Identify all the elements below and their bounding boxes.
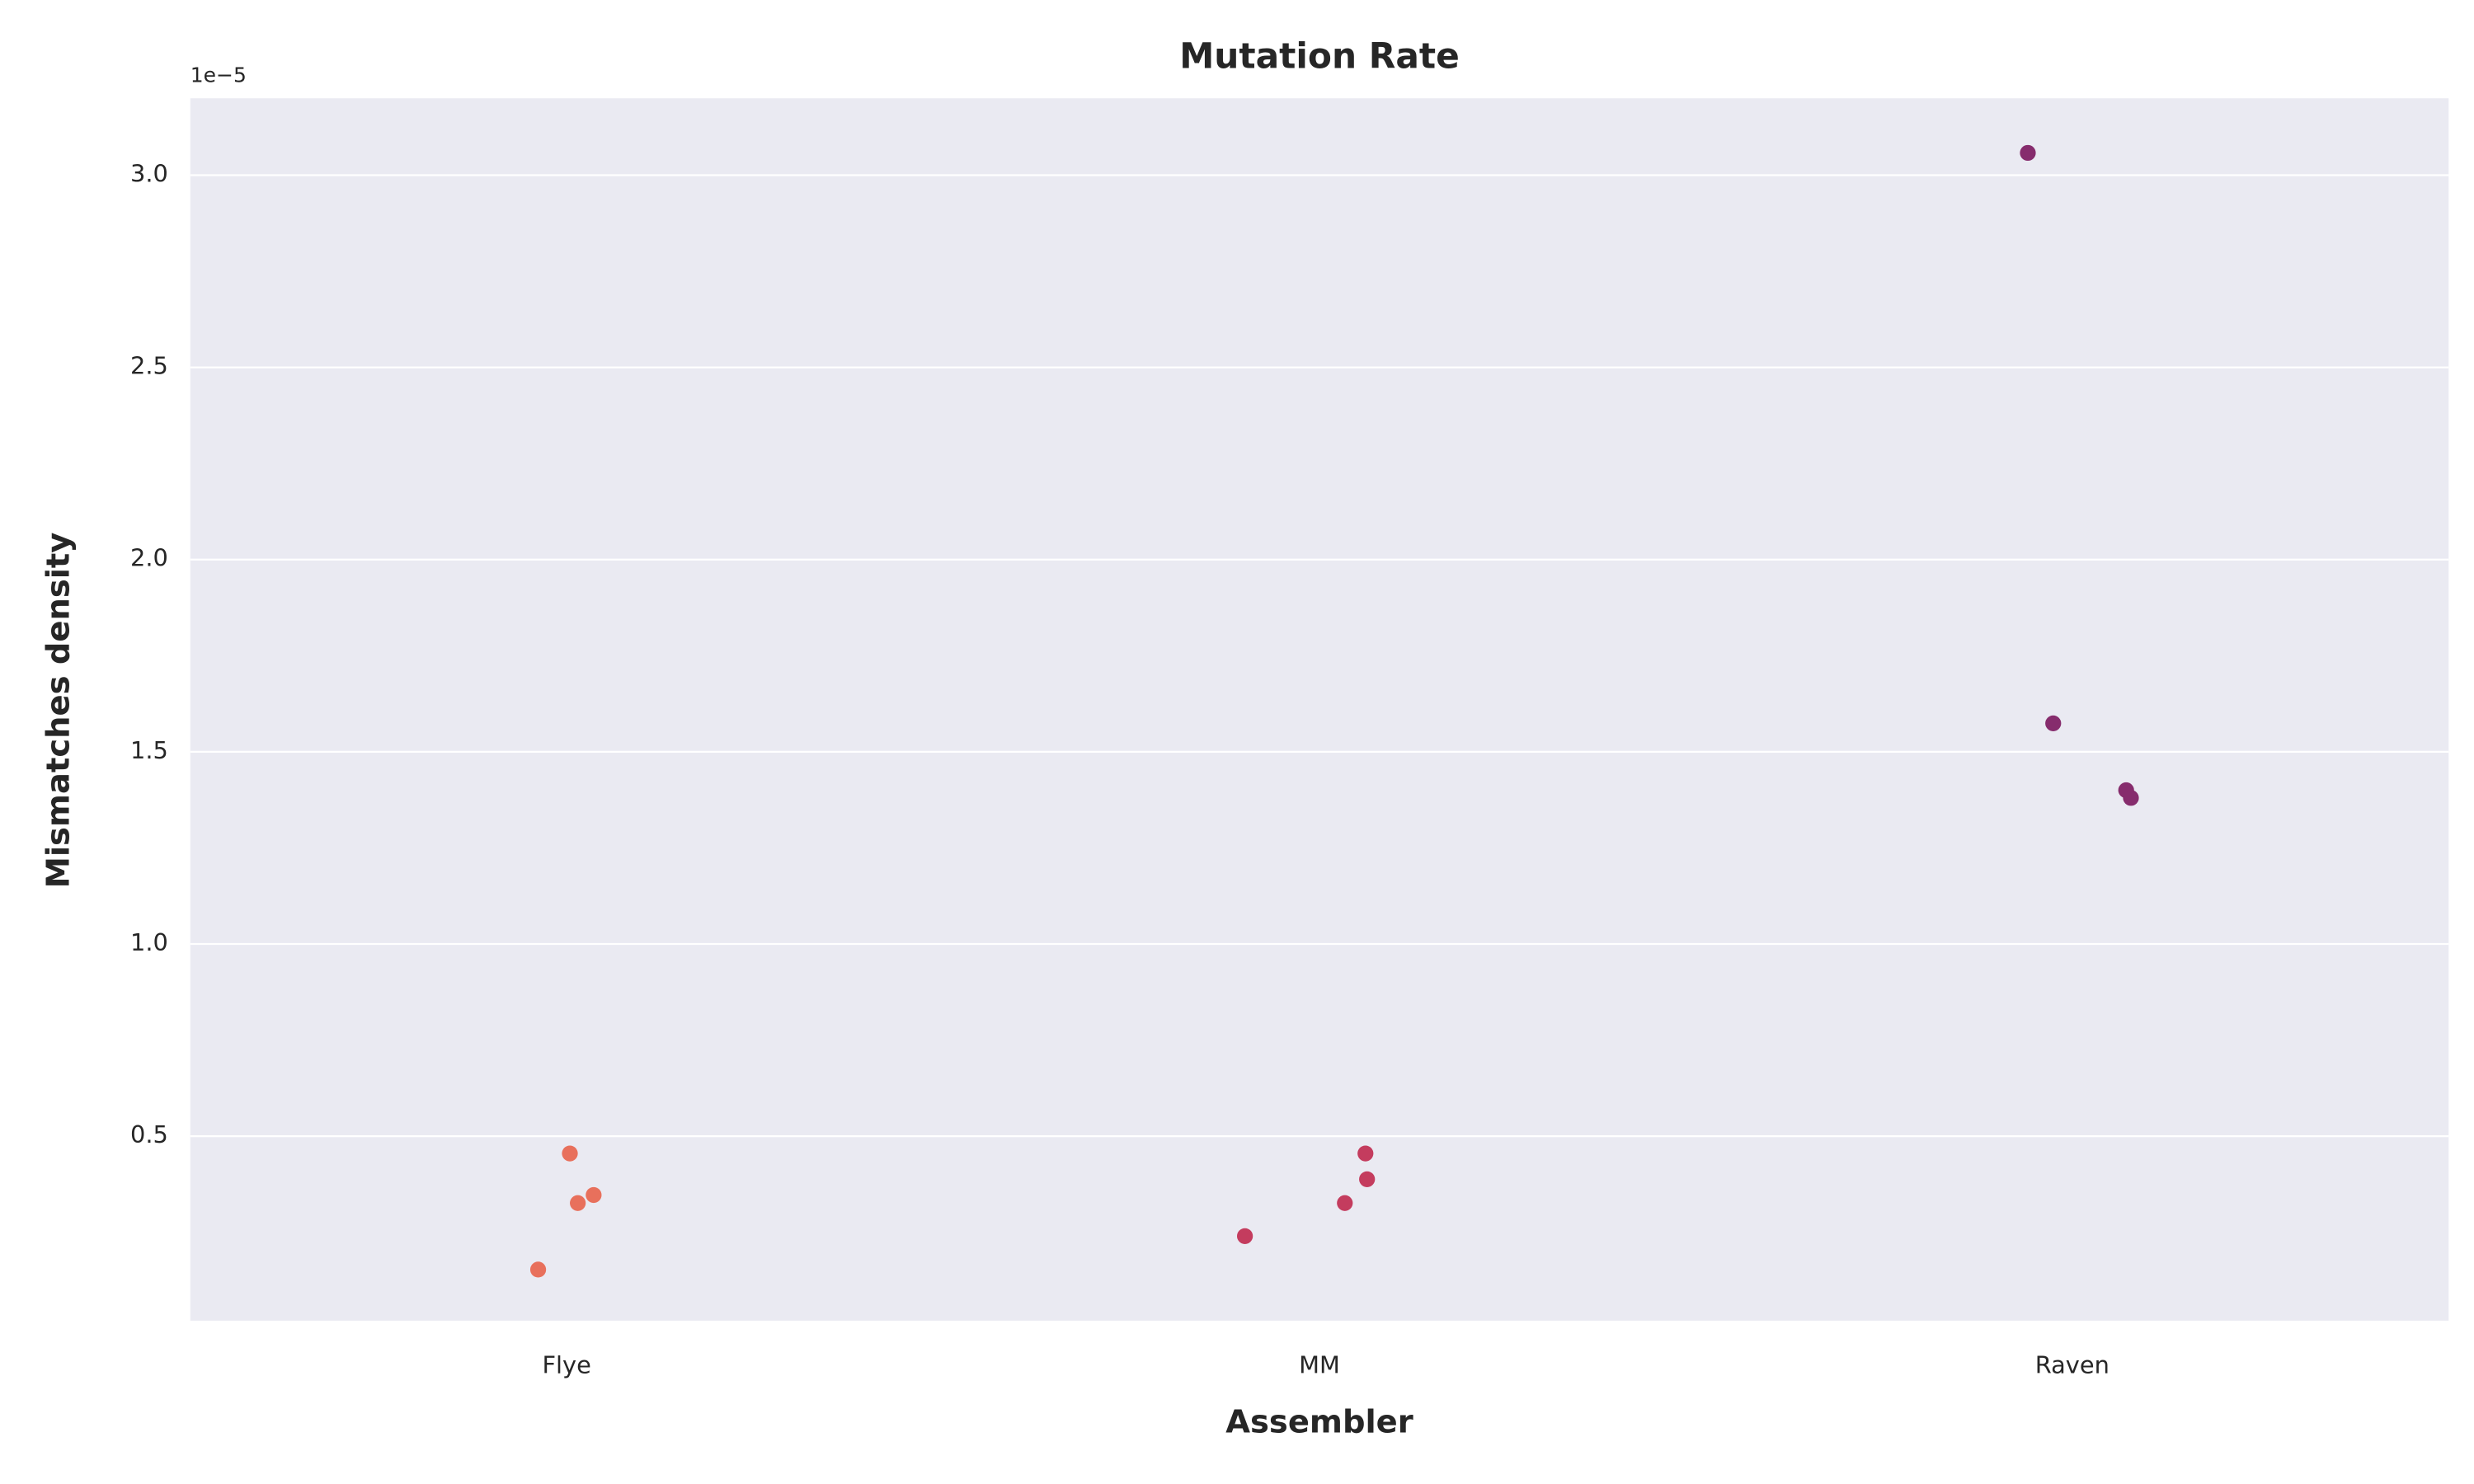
y-tick-label: 0.5 bbox=[130, 1120, 168, 1148]
x-tick-label: Raven bbox=[2035, 1351, 2109, 1379]
offset-text: 1e−5 bbox=[190, 63, 247, 87]
data-point bbox=[2045, 715, 2062, 731]
y-tick-label: 2.5 bbox=[130, 352, 168, 380]
x-tick-label: Flye bbox=[542, 1351, 590, 1379]
data-point bbox=[529, 1261, 547, 1278]
data-point bbox=[1359, 1171, 1376, 1187]
chart-title: Mutation Rate bbox=[1179, 36, 1460, 77]
y-tick-label: 1.0 bbox=[130, 928, 168, 956]
data-point bbox=[562, 1145, 578, 1162]
plot-area bbox=[190, 98, 2449, 1321]
x-axis-label: Assembler bbox=[1225, 1403, 1413, 1440]
data-point bbox=[2123, 790, 2139, 806]
y-tick-label: 1.5 bbox=[130, 736, 168, 764]
data-point bbox=[2020, 144, 2036, 162]
data-point bbox=[570, 1195, 586, 1211]
data-point bbox=[1237, 1228, 1253, 1244]
x-tick-label: MM bbox=[1299, 1351, 1340, 1379]
data-point bbox=[586, 1186, 602, 1204]
data-point bbox=[1357, 1145, 1374, 1162]
y-axis-label: Mismatches density bbox=[40, 533, 78, 889]
data-point bbox=[1337, 1195, 1353, 1211]
y-tick-label: 3.0 bbox=[130, 159, 168, 187]
y-tick-label: 2.0 bbox=[130, 544, 168, 572]
